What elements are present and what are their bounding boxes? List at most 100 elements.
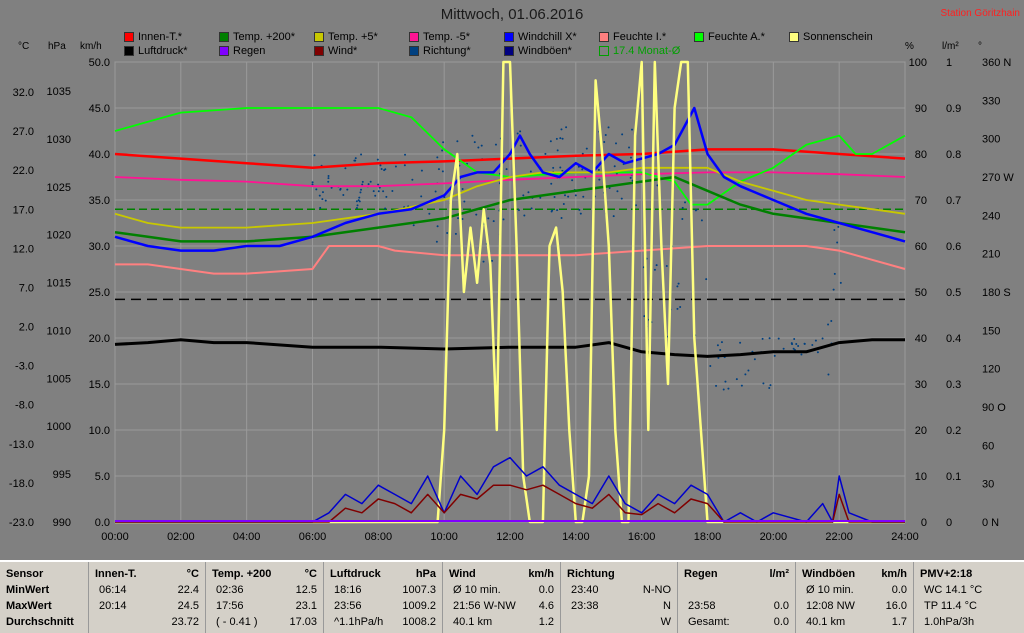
- direction-point: [437, 168, 440, 171]
- direction-point: [724, 380, 727, 383]
- direction-point: [653, 268, 656, 271]
- direction-point: [612, 215, 615, 218]
- direction-point: [727, 387, 730, 390]
- direction-point: [830, 319, 833, 322]
- direction-point: [694, 209, 697, 212]
- direction-tick-label: 60: [982, 440, 994, 452]
- direction-point: [355, 207, 358, 210]
- direction-point: [561, 137, 564, 140]
- direction-point: [581, 152, 584, 155]
- percent-tick-label: 40: [915, 333, 927, 345]
- legend-swatch: [409, 46, 419, 56]
- rain-tick-label: 0.6: [946, 241, 961, 253]
- direction-point: [613, 165, 616, 168]
- direction-point: [473, 141, 476, 144]
- table-cell-avg-label: 40.1 km: [453, 616, 493, 628]
- legend-label: Innen-T.*: [138, 31, 183, 43]
- direction-point: [597, 168, 600, 171]
- direction-point: [457, 217, 460, 220]
- direction-tick-label: 180 S: [982, 287, 1011, 299]
- table-column: Regen l/m² 23:58 0.0 Gesamt: 0.0: [677, 562, 795, 633]
- legend-label: Wind*: [328, 45, 358, 57]
- direction-point: [629, 176, 632, 179]
- direction-point: [816, 351, 819, 354]
- direction-point: [719, 349, 722, 352]
- temp-tick-label: -8.0: [15, 400, 34, 412]
- direction-point: [344, 167, 347, 170]
- direction-point: [722, 388, 725, 391]
- temp-tick-label: 7.0: [19, 282, 34, 294]
- column-unit: km/h: [881, 568, 907, 580]
- direction-point: [814, 339, 817, 342]
- column-unit: km/h: [528, 568, 554, 580]
- x-tick-label: 24:00: [891, 531, 919, 543]
- direction-point: [412, 224, 415, 227]
- direction-point: [530, 207, 533, 210]
- direction-point: [487, 217, 490, 220]
- direction-point: [327, 175, 330, 178]
- temp-tick-label: 12.0: [13, 243, 34, 255]
- direction-point: [374, 194, 377, 197]
- rain-tick-label: 0.3: [946, 379, 961, 391]
- rain-tick-label: 0.9: [946, 103, 961, 115]
- table-cell-avg-value: W: [660, 616, 671, 628]
- legend-swatch: [409, 32, 419, 42]
- legend-item: Temp. -5*: [409, 31, 470, 43]
- direction-point: [811, 344, 814, 347]
- pressure-tick-label: 1020: [47, 230, 71, 242]
- x-tick-label: 22:00: [825, 531, 853, 543]
- direction-point: [519, 130, 522, 133]
- x-tick-label: 14:00: [562, 531, 590, 543]
- x-tick-label: 20:00: [760, 531, 788, 543]
- direction-point: [411, 178, 414, 181]
- direction-point: [740, 384, 743, 387]
- direction-point: [681, 206, 684, 209]
- direction-point: [516, 132, 519, 135]
- direction-point: [385, 195, 388, 198]
- direction-point: [420, 195, 423, 198]
- direction-point: [361, 180, 364, 183]
- direction-point: [684, 201, 687, 204]
- wind-tick-label: 20.0: [89, 333, 110, 345]
- direction-point: [358, 196, 361, 199]
- direction-point: [311, 183, 314, 186]
- legend-swatch: [219, 46, 229, 56]
- direction-point: [768, 387, 771, 390]
- direction-point: [679, 305, 682, 308]
- rain-tick-label: 0.8: [946, 149, 961, 161]
- temp-tick-label: 27.0: [13, 126, 34, 138]
- direction-point: [505, 168, 508, 171]
- direction-point: [551, 209, 554, 212]
- direction-point: [585, 147, 588, 150]
- series-line-wind: [115, 484, 905, 523]
- direction-point: [676, 285, 679, 288]
- percent-unit: %: [905, 41, 914, 52]
- direction-point: [404, 153, 407, 156]
- table-cell-avg-label: ^1.1hPa/h: [334, 616, 384, 628]
- table-cell-max-label: 21:56 W-NW: [453, 600, 516, 612]
- table-cell-max-label: 20:14: [99, 600, 127, 612]
- direction-point: [471, 134, 474, 137]
- legend-item: 17.4 Monat-Ø: [599, 45, 680, 57]
- table-cell-max-label: 23:58: [688, 600, 716, 612]
- direction-point: [491, 259, 494, 262]
- table-cell-avg-label: ( - 0.41 ): [216, 616, 258, 628]
- direction-tick-label: 210: [982, 249, 1000, 261]
- series-line-tm5: [114, 171, 906, 188]
- direction-point: [777, 337, 780, 340]
- direction-point: [441, 149, 444, 152]
- direction-point: [608, 187, 611, 190]
- direction-point: [339, 188, 342, 191]
- direction-point: [837, 225, 840, 228]
- rain-unit: l/m²: [942, 41, 959, 52]
- table-cell-max-value: 24.5: [177, 600, 199, 612]
- direction-point: [391, 190, 394, 193]
- direction-point: [833, 229, 836, 232]
- direction-point: [700, 219, 703, 222]
- direction-point: [676, 307, 679, 310]
- table-cell-min-label: Ø 10 min.: [806, 584, 854, 596]
- legend-swatch: [124, 32, 134, 42]
- rain-tick-label: 1: [946, 57, 952, 69]
- table-cell-avg-value: 0.0: [773, 616, 789, 628]
- direction-point: [628, 146, 631, 149]
